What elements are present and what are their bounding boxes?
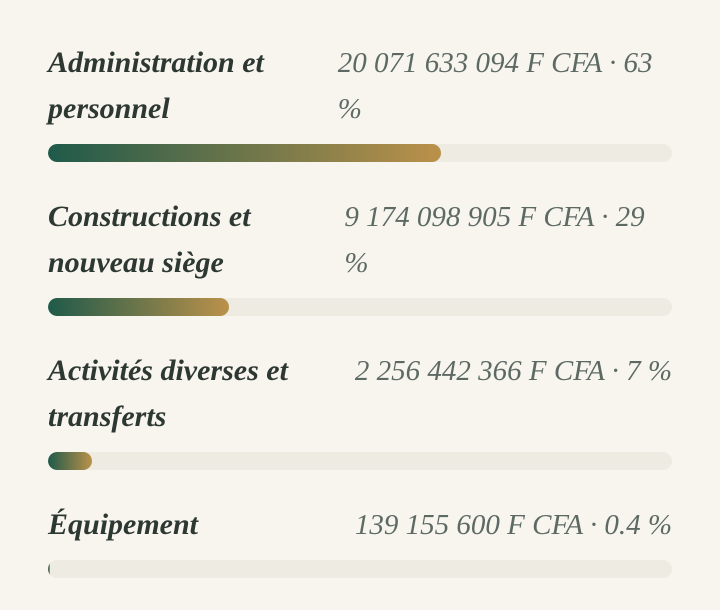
progress-fill bbox=[48, 144, 442, 162]
item-header: Équipement 139 155 600 F CFA · 0.4 % bbox=[48, 502, 672, 548]
progress-fill bbox=[48, 560, 51, 578]
progress-fill bbox=[48, 452, 92, 470]
progress-track bbox=[48, 144, 672, 162]
item-label: Administration et personnel bbox=[48, 46, 264, 125]
item-amount: 20 071 633 094 F CFA · 63 % bbox=[337, 47, 653, 125]
item-label: Activités diverses et transferts bbox=[48, 354, 288, 433]
progress-fill bbox=[48, 298, 229, 316]
item-amount: 2 256 442 366 F CFA · 7 % bbox=[354, 355, 672, 387]
budget-item: Administration et personnel 20 071 633 09… bbox=[48, 40, 672, 162]
budget-list: Administration et personnel 20 071 633 09… bbox=[48, 40, 672, 610]
item-amount: 139 155 600 F CFA · 0.4 % bbox=[354, 509, 672, 541]
budget-item: Équipement 139 155 600 F CFA · 0.4 % bbox=[48, 502, 672, 578]
item-label: Constructions et nouveau siège bbox=[48, 200, 251, 279]
budget-item: Activités diverses et transferts 2 256 44… bbox=[48, 348, 672, 470]
item-header: Administration et personnel 20 071 633 09… bbox=[48, 40, 672, 132]
progress-track bbox=[48, 560, 672, 578]
item-label: Équipement bbox=[48, 508, 199, 541]
progress-track bbox=[48, 452, 672, 470]
item-amount: 9 174 098 905 F CFA · 29 % bbox=[344, 201, 645, 279]
item-header: Constructions et nouveau siège 9 174 098 … bbox=[48, 194, 672, 286]
progress-track bbox=[48, 298, 672, 316]
item-header: Activités diverses et transferts 2 256 44… bbox=[48, 348, 672, 440]
budget-item: Constructions et nouveau siège 9 174 098 … bbox=[48, 194, 672, 316]
